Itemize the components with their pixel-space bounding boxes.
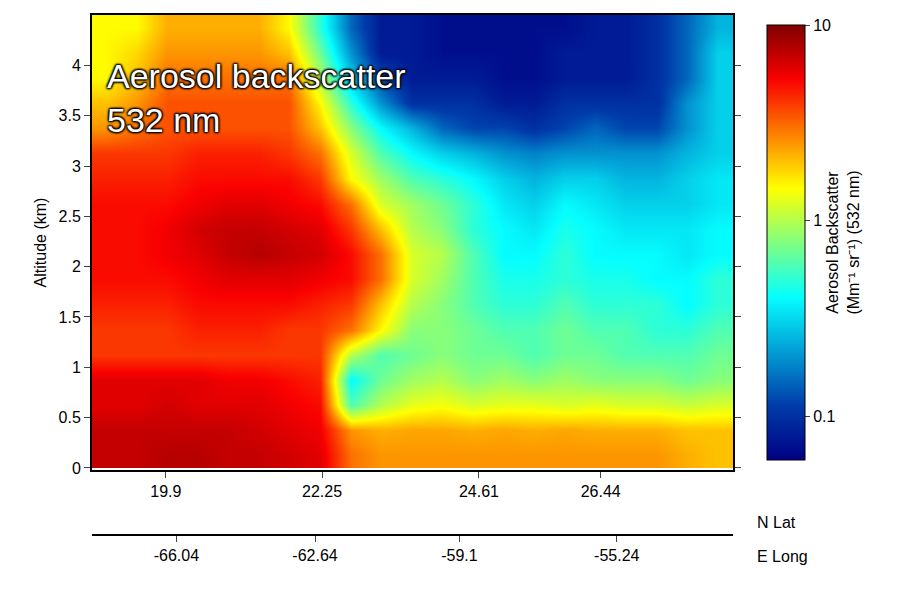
- svg-text:0.1: 0.1: [813, 408, 835, 425]
- svg-text:-55.24: -55.24: [594, 547, 639, 564]
- svg-text:E Long: E Long: [757, 548, 808, 565]
- svg-text:Aerosol backscatter532 nm: Aerosol backscatter532 nm: [107, 57, 406, 139]
- svg-text:0: 0: [72, 460, 81, 477]
- svg-text:-62.64: -62.64: [292, 547, 337, 564]
- svg-text:0.5: 0.5: [59, 409, 81, 426]
- svg-text:22.25: 22.25: [302, 483, 342, 500]
- svg-text:4: 4: [72, 57, 81, 74]
- svg-text:Aerosol Backscatter(Mm⁻¹ sr⁻¹): Aerosol Backscatter(Mm⁻¹ sr⁻¹) (532 nm): [824, 170, 862, 314]
- svg-text:1.5: 1.5: [59, 309, 81, 326]
- svg-text:Altitude (km): Altitude (km): [32, 198, 49, 288]
- svg-text:26.44: 26.44: [581, 483, 621, 500]
- svg-text:1: 1: [813, 212, 822, 229]
- svg-text:24.61: 24.61: [459, 483, 499, 500]
- svg-text:1: 1: [72, 359, 81, 376]
- svg-text:3: 3: [72, 158, 81, 175]
- svg-text:-59.1: -59.1: [441, 547, 478, 564]
- svg-text:-66.04: -66.04: [154, 547, 199, 564]
- svg-text:N Lat: N Lat: [757, 514, 796, 531]
- svg-text:2.5: 2.5: [59, 208, 81, 225]
- svg-text:3.5: 3.5: [59, 107, 81, 124]
- svg-text:19.9: 19.9: [150, 483, 181, 500]
- svg-text:10: 10: [813, 17, 831, 34]
- svg-text:2: 2: [72, 258, 81, 275]
